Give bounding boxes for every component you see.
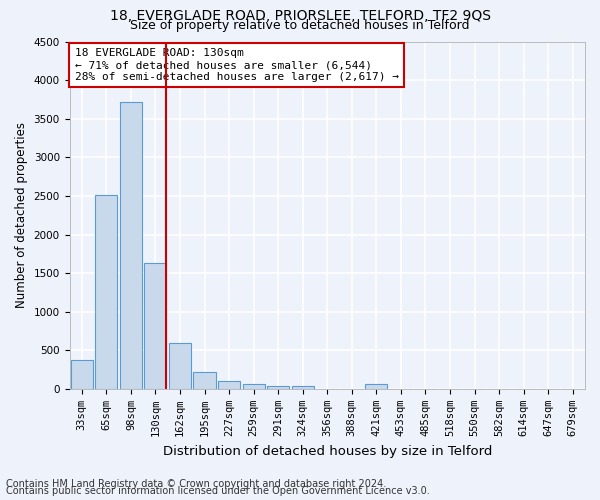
Bar	[193, 372, 215, 389]
Bar	[267, 386, 289, 389]
X-axis label: Distribution of detached houses by size in Telford: Distribution of detached houses by size …	[163, 444, 492, 458]
Text: Contains public sector information licensed under the Open Government Licence v3: Contains public sector information licen…	[6, 486, 430, 496]
Text: Size of property relative to detached houses in Telford: Size of property relative to detached ho…	[130, 18, 470, 32]
Bar	[218, 381, 240, 389]
Text: Contains HM Land Registry data © Crown copyright and database right 2024.: Contains HM Land Registry data © Crown c…	[6, 479, 386, 489]
Text: 18, EVERGLADE ROAD, PRIORSLEE, TELFORD, TF2 9QS: 18, EVERGLADE ROAD, PRIORSLEE, TELFORD, …	[110, 9, 491, 23]
Y-axis label: Number of detached properties: Number of detached properties	[15, 122, 28, 308]
Bar	[365, 384, 388, 389]
Bar	[95, 195, 118, 389]
Bar	[242, 384, 265, 389]
Bar	[292, 386, 314, 389]
Text: 18 EVERGLADE ROAD: 130sqm
← 71% of detached houses are smaller (6,544)
28% of se: 18 EVERGLADE ROAD: 130sqm ← 71% of detac…	[74, 48, 398, 82]
Bar	[169, 344, 191, 389]
Bar	[120, 102, 142, 389]
Bar	[145, 263, 166, 389]
Bar	[71, 360, 93, 389]
